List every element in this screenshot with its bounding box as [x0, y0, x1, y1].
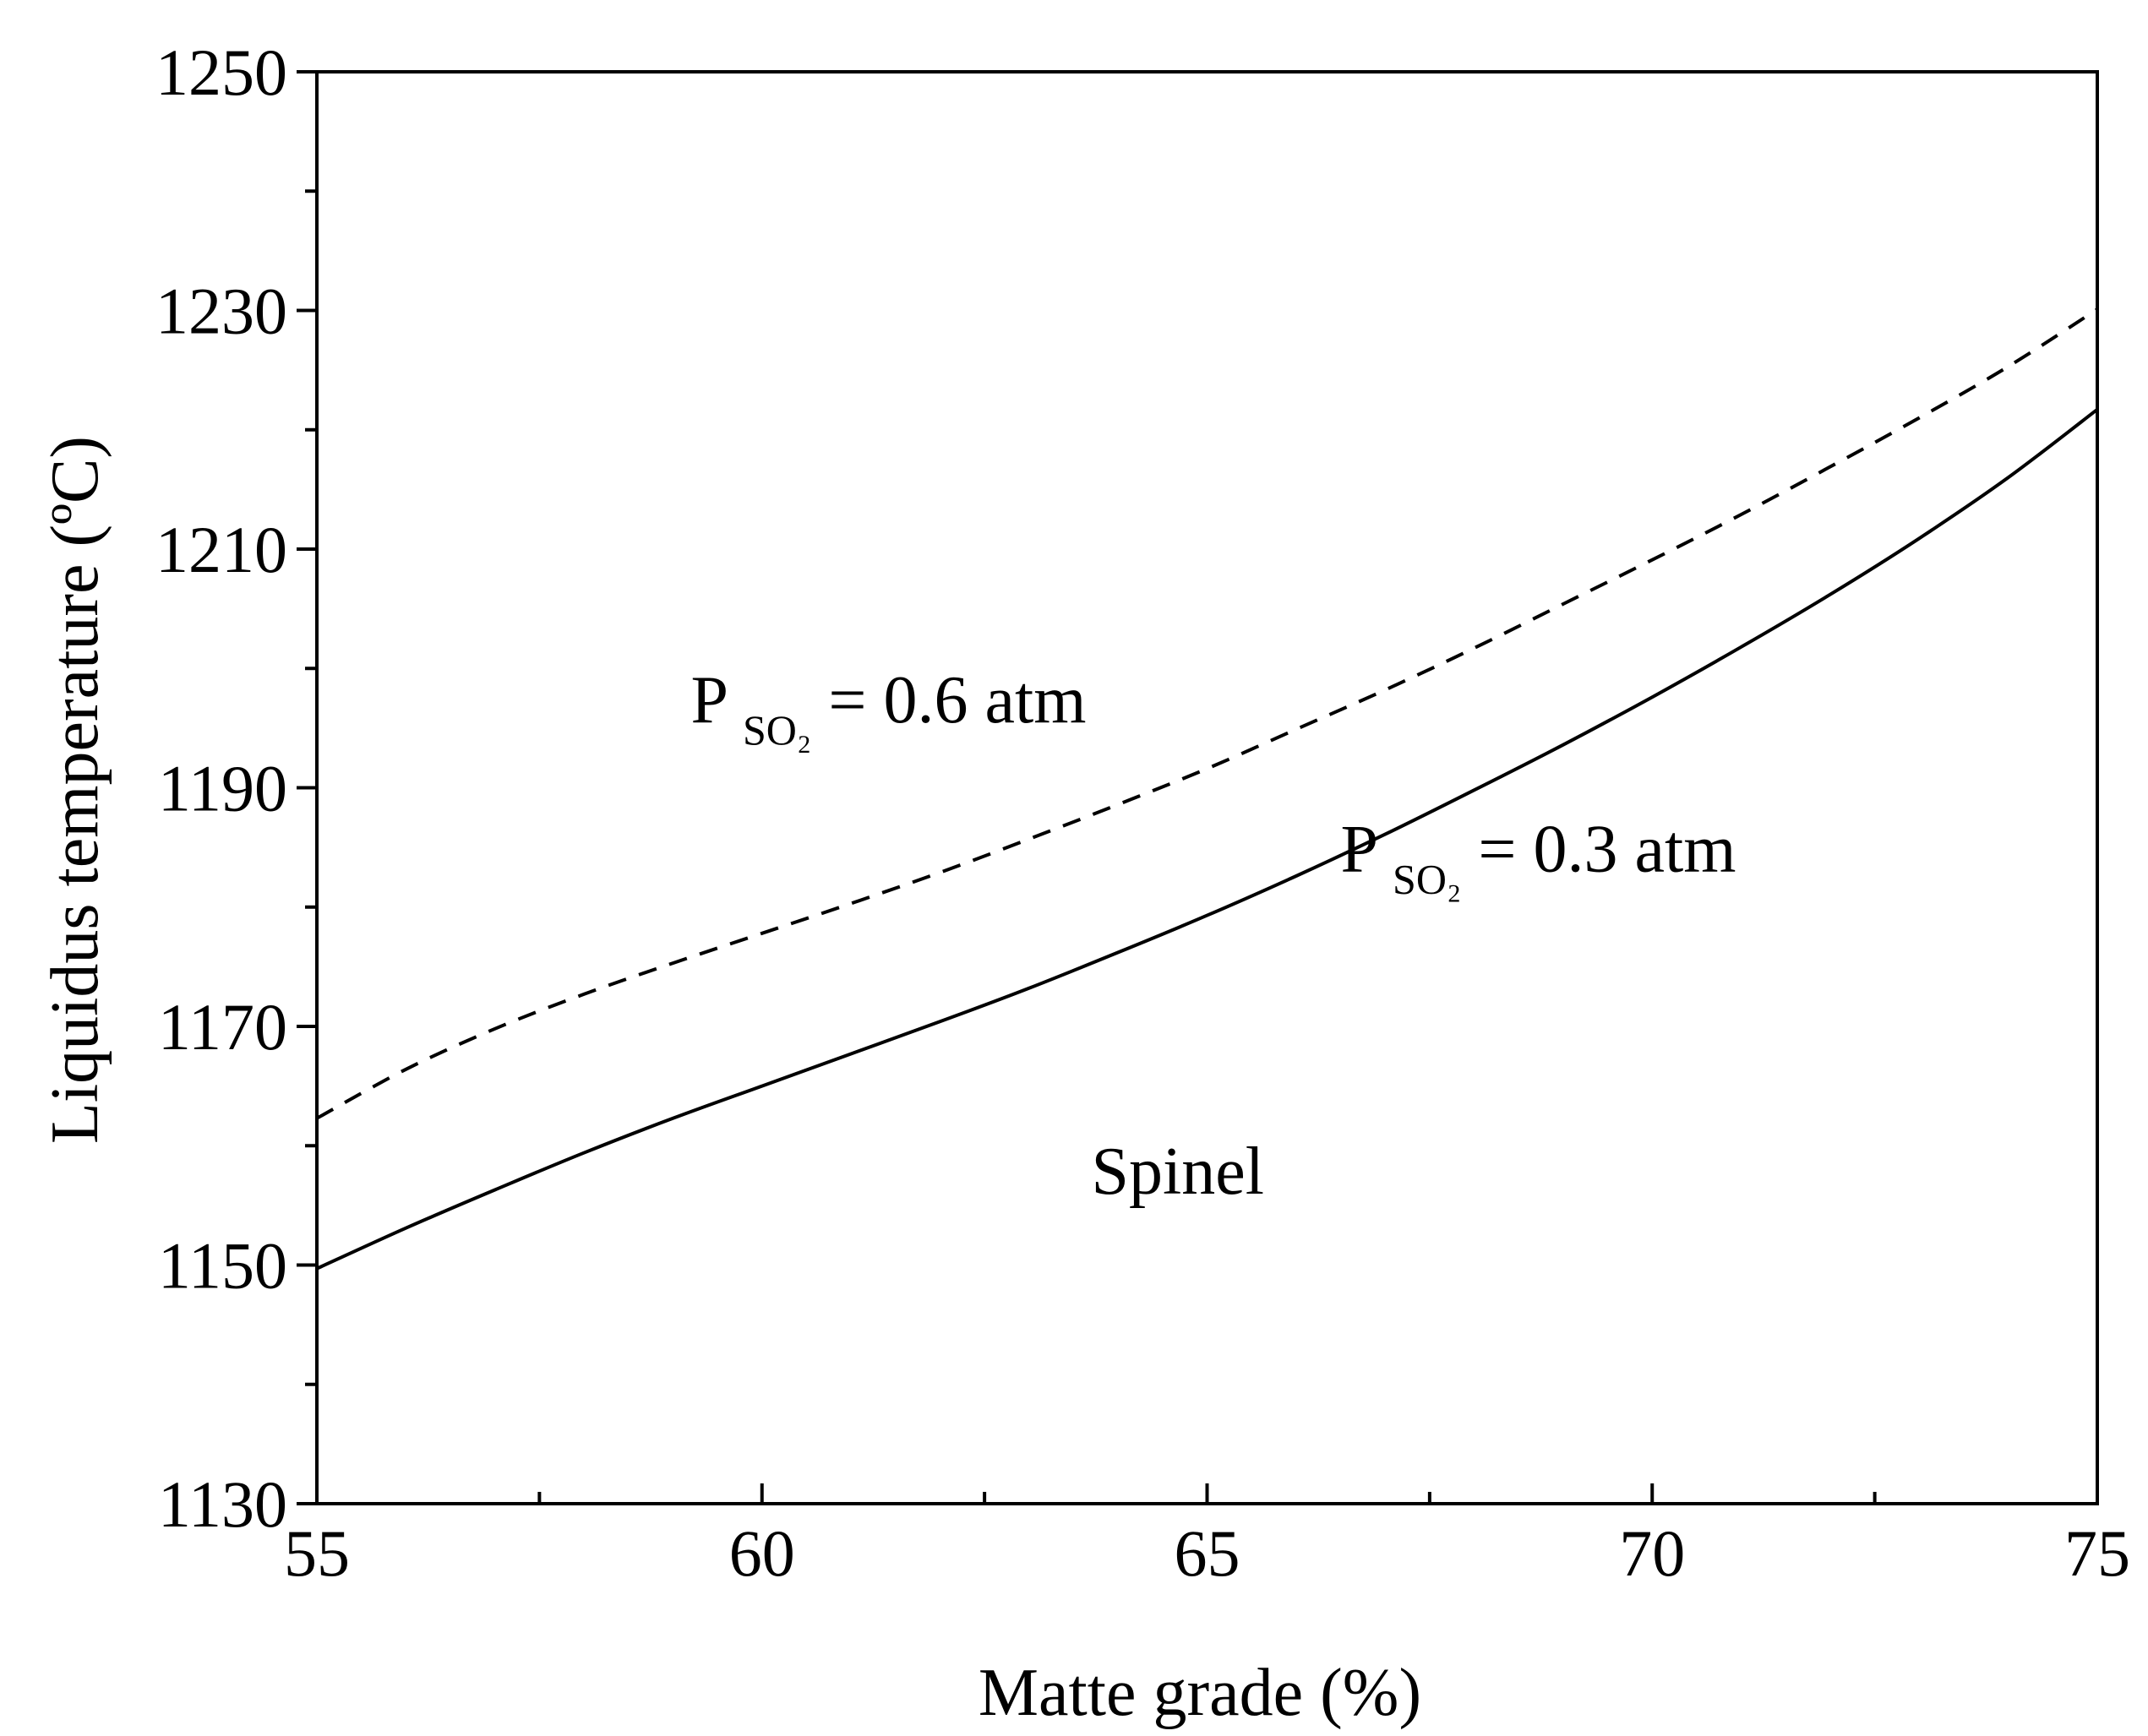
y-axis-label: Liquidus temperature (ºC) — [38, 436, 112, 1144]
annotation-pso2-0-6-rest: = 0.6 atm — [828, 663, 1086, 737]
annotation-pso2-0-6-sub: SO₂ — [743, 706, 811, 754]
y-tick-label: 1190 — [158, 752, 287, 825]
x-tick-label: 65 — [1175, 1516, 1240, 1590]
x-tick-label: 75 — [2064, 1516, 2130, 1590]
spinel-region-label: Spinel — [1092, 1135, 1264, 1209]
x-axis-label: Matte grade (%) — [979, 1656, 1421, 1730]
series-lines — [316, 307, 2099, 1271]
annotation-pso2-0-3-sub: SO₂ — [1393, 855, 1461, 902]
y-tick-label: 1210 — [155, 513, 287, 586]
series-line-pso2-0-3 — [316, 408, 2099, 1271]
y-tick-label: 1130 — [158, 1467, 287, 1541]
annotation-pso2-0-3-main: P — [1341, 812, 1377, 886]
y-tick-label: 1230 — [155, 275, 287, 348]
annotation-pso2-0-6-main: P — [690, 663, 726, 737]
annotation-pso2-0-3: P SO₂ = 0.3 atm — [1341, 812, 1736, 908]
annotation-pso2-0-6: P SO₂ = 0.6 atm — [690, 663, 1086, 759]
y-tick-label: 1170 — [158, 990, 287, 1064]
x-tick-label: 60 — [729, 1516, 795, 1590]
annotation-pso2-0-3-rest: = 0.3 atm — [1478, 812, 1736, 886]
x-tick-label: 55 — [284, 1516, 350, 1590]
axis-ticks — [297, 70, 2099, 1505]
tick-labels: 55 60 65 70 75 1130 1150 1170 1190 1210 1230 1250 — [155, 35, 2130, 1590]
y-tick-label: 1150 — [158, 1229, 287, 1303]
x-tick-label: 70 — [1619, 1516, 1685, 1590]
plot-frame — [315, 70, 2099, 1505]
series-line-pso2-0-6 — [316, 307, 2099, 1120]
y-tick-label: 1250 — [155, 35, 287, 109]
